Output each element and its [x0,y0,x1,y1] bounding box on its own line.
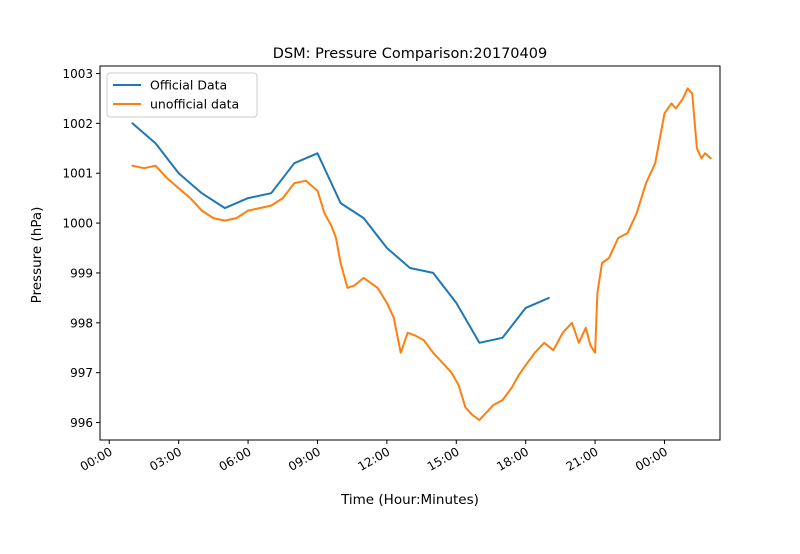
y-axis-label: Pressure (hPa) [29,207,45,304]
y-tick-label: 999 [70,266,93,280]
y-tick-label: 1002 [62,117,93,131]
legend-box [106,72,258,118]
y-tick-label: 997 [70,366,93,380]
x-axis-label: Time (Hour:Minutes) [340,492,479,508]
y-axis-ticks: 996 997 998 999 1000 1001 1002 1003 [62,67,100,430]
plot-lines [131,87,712,422]
chart-title: DSM: Pressure Comparison:20170409 [273,46,547,62]
legend-label-unofficial: unofficial data [150,97,239,112]
y-tick-label: 1000 [62,217,93,231]
series-line-1 [131,87,712,422]
y-tick-label: 1003 [62,67,93,81]
legend: Official Data unofficial data [106,72,258,118]
y-tick-label: 998 [70,316,93,330]
legend-label-official: Official Data [150,78,227,93]
plot-frame [99,65,721,441]
series-line-0 [131,122,550,344]
y-tick-label: 996 [70,416,93,430]
y-tick-label: 1001 [62,167,93,181]
